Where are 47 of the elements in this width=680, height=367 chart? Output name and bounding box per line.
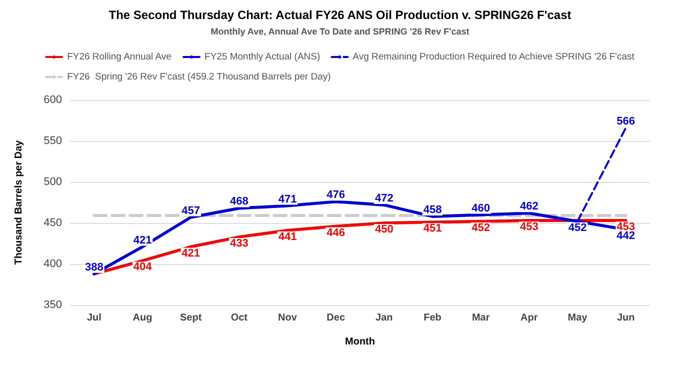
data-label: 476 [326, 189, 346, 202]
x-tick-label: Oct [230, 312, 248, 324]
legend-label: FY25 Monthly Actual (ANS) [204, 52, 320, 62]
x-tick-label: Nov [278, 312, 298, 324]
y-tick-label: 450 [44, 217, 62, 229]
x-tick-label: Feb [424, 312, 442, 324]
data-label: 421 [182, 247, 200, 260]
x-tick-label: Apr [520, 312, 538, 324]
data-label: 450 [374, 224, 394, 236]
data-label: 433 [230, 237, 248, 250]
data-label: 468 [230, 196, 248, 208]
legend-label: FY26 Spring '26 Rev F'cast (459.2 Thousand Barrels per Day) [67, 72, 331, 82]
x-tick-label: Jul [86, 312, 102, 324]
chart-subtitle: Monthly Ave, Annual Ave To Date and SPRING '26 Rev F'cast [210, 26, 470, 36]
data-label: 462 [520, 200, 538, 213]
data-label: 472 [374, 192, 394, 204]
data-label: 441 [278, 230, 297, 243]
data-label: 566 [616, 115, 636, 128]
data-label: 471 [278, 193, 297, 206]
legend-label: FY26 Rolling Annual Ave [67, 52, 172, 62]
data-label: 457 [182, 204, 200, 217]
y-tick-label: 550 [44, 135, 62, 147]
x-tick-label: Jan [376, 312, 393, 324]
data-label: 451 [423, 222, 442, 235]
x-tick-label: Dec [326, 312, 346, 324]
chart-title: The Second Thursday Chart: Actual FY26 ANS Oil Production v. SPRING26 F'cast [108, 8, 572, 22]
y-tick-label: 600 [44, 94, 62, 106]
data-label: 452 [472, 222, 490, 234]
data-label: 453 [520, 221, 538, 234]
y-tick-label: 500 [44, 176, 62, 188]
y-axis-title: Thousand Barrels per Day [14, 140, 24, 265]
y-tick-label: 350 [44, 299, 62, 311]
data-label: 388 [84, 261, 104, 274]
x-tick-label: Mar [472, 312, 490, 324]
legend-label: Avg Remaining Production Required to Achieve SPRING '26 F'cast [352, 52, 635, 62]
x-tick-label: Jun [616, 312, 635, 324]
data-label: 460 [472, 202, 490, 214]
data-label: 404 [133, 261, 153, 274]
data-label: 421 [133, 234, 152, 246]
x-tick-label: Aug [132, 312, 152, 324]
data-label: 458 [423, 204, 442, 216]
data-label: 446 [326, 226, 346, 239]
x-tick-label: May [568, 312, 588, 324]
data-label: 452 [568, 222, 587, 234]
x-tick-label: Sept [180, 312, 202, 324]
x-axis-title: Month [345, 336, 375, 348]
y-tick-label: 400 [44, 258, 62, 270]
